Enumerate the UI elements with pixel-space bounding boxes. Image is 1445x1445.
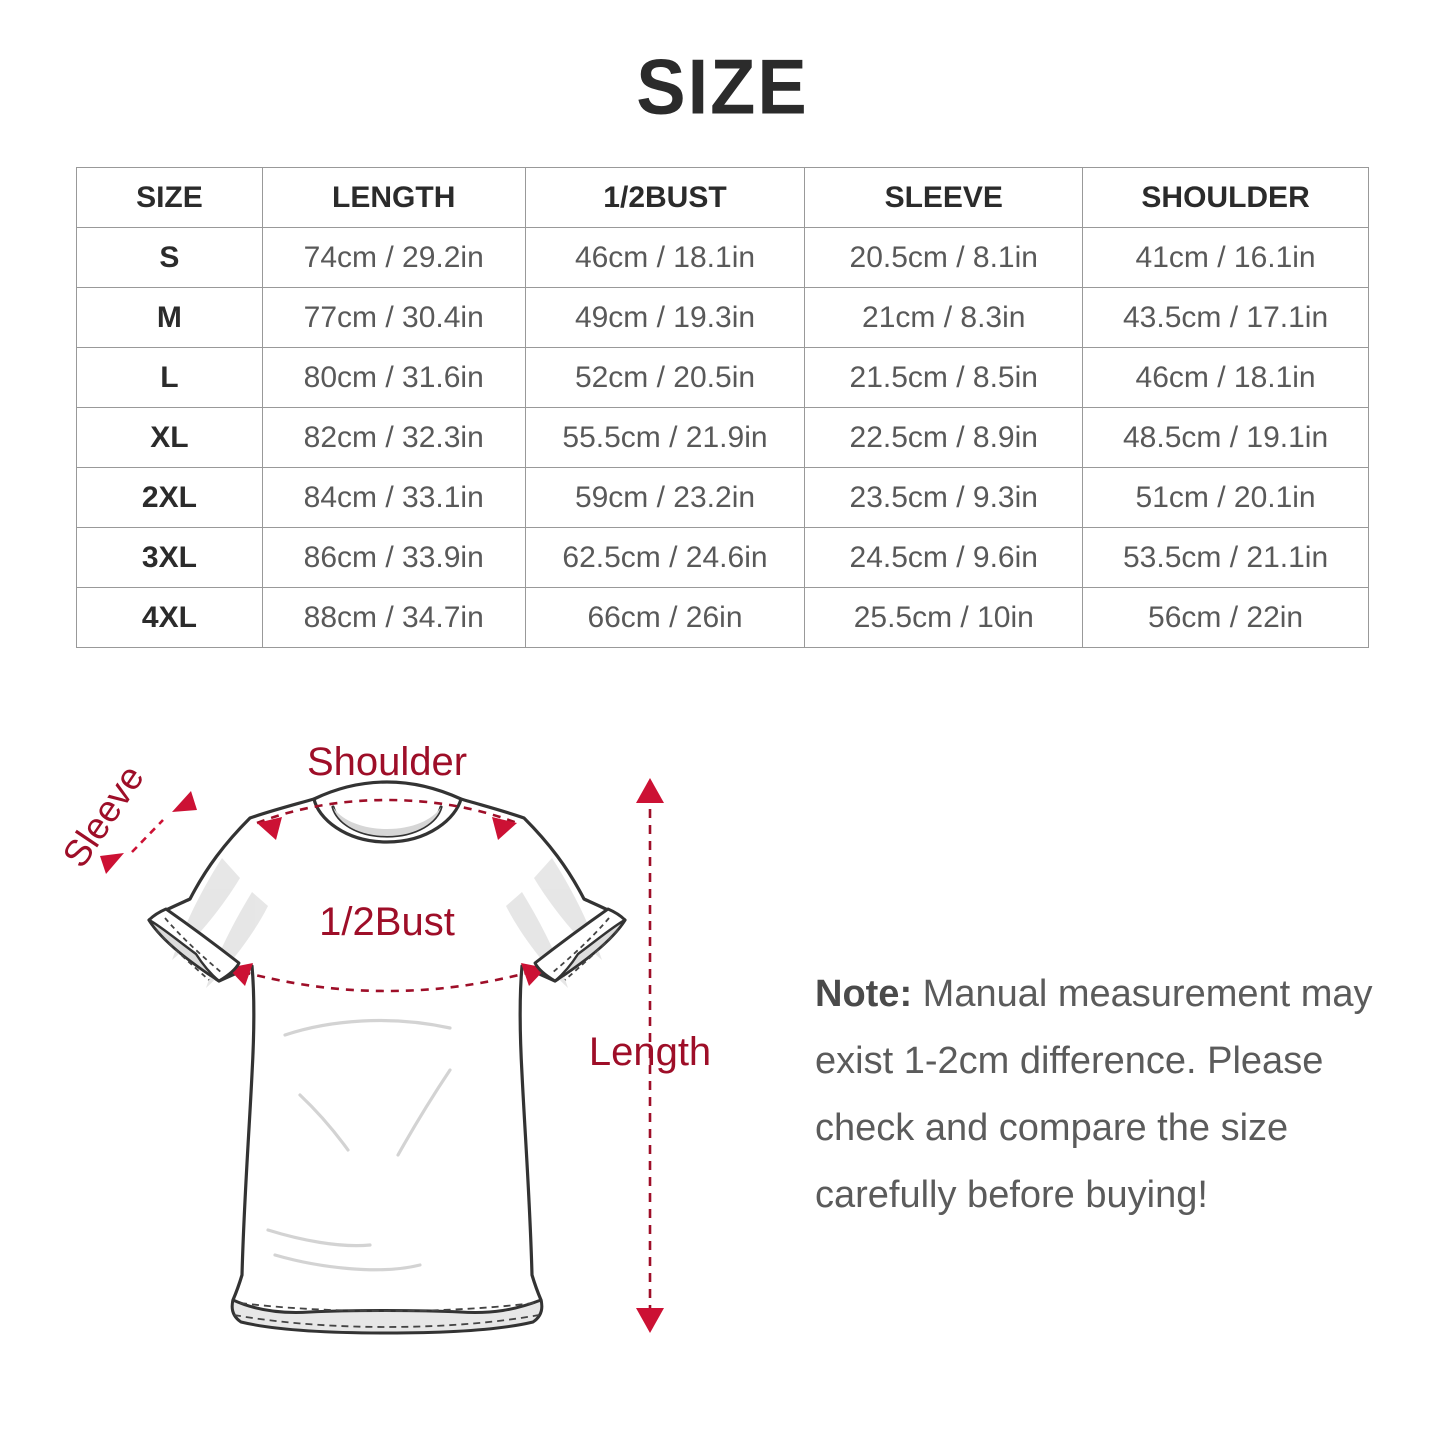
svg-text:Shoulder: Shoulder <box>307 740 467 784</box>
svg-text:1/2Bust: 1/2Bust <box>319 900 455 944</box>
svg-text:Length: Length <box>589 1030 711 1074</box>
